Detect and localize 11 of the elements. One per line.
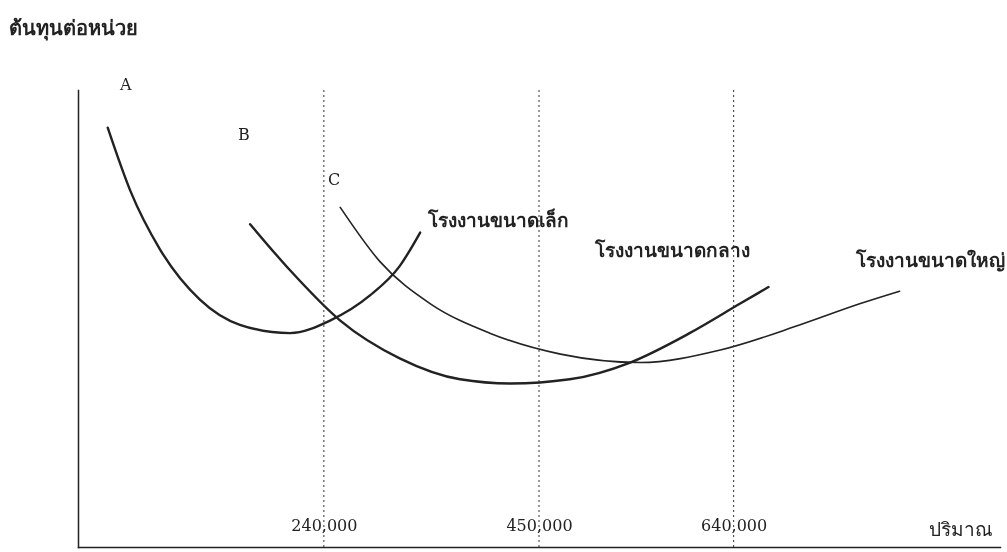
x-tick-label: 450,000 <box>506 515 573 535</box>
x-tick-label: 640,000 <box>701 515 768 535</box>
x-tick-label: 240,000 <box>291 515 358 535</box>
annotation: B <box>238 125 250 144</box>
series-label: โรงงานขนาดกลาง <box>594 239 751 262</box>
annotation: C <box>328 170 341 189</box>
y-axis-title: ต้นทุนต่อหน่วย <box>8 15 138 41</box>
x-axis-title: ปริมาณ <box>928 517 993 540</box>
text: A <box>119 75 132 94</box>
series-label: โรงงานขนาดเล็ก <box>427 207 570 231</box>
series-label: โรงงานขนาดใหญ่ <box>854 249 1005 273</box>
